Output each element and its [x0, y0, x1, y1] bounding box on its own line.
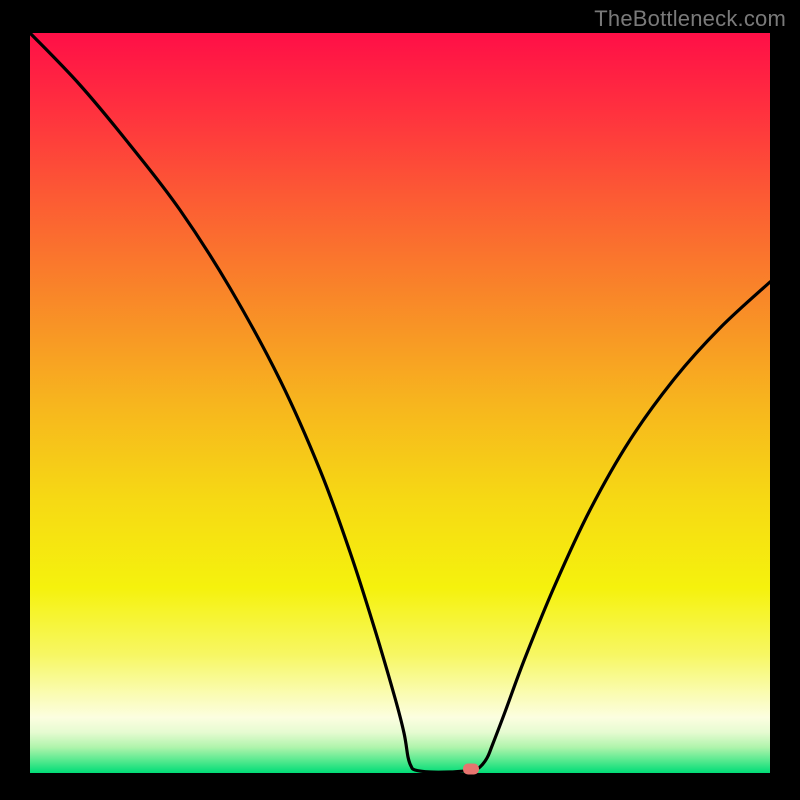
optimum-marker — [463, 764, 479, 775]
bottleneck-chart — [0, 0, 800, 800]
watermark-text: TheBottleneck.com — [594, 6, 786, 32]
gradient-background — [30, 33, 770, 773]
